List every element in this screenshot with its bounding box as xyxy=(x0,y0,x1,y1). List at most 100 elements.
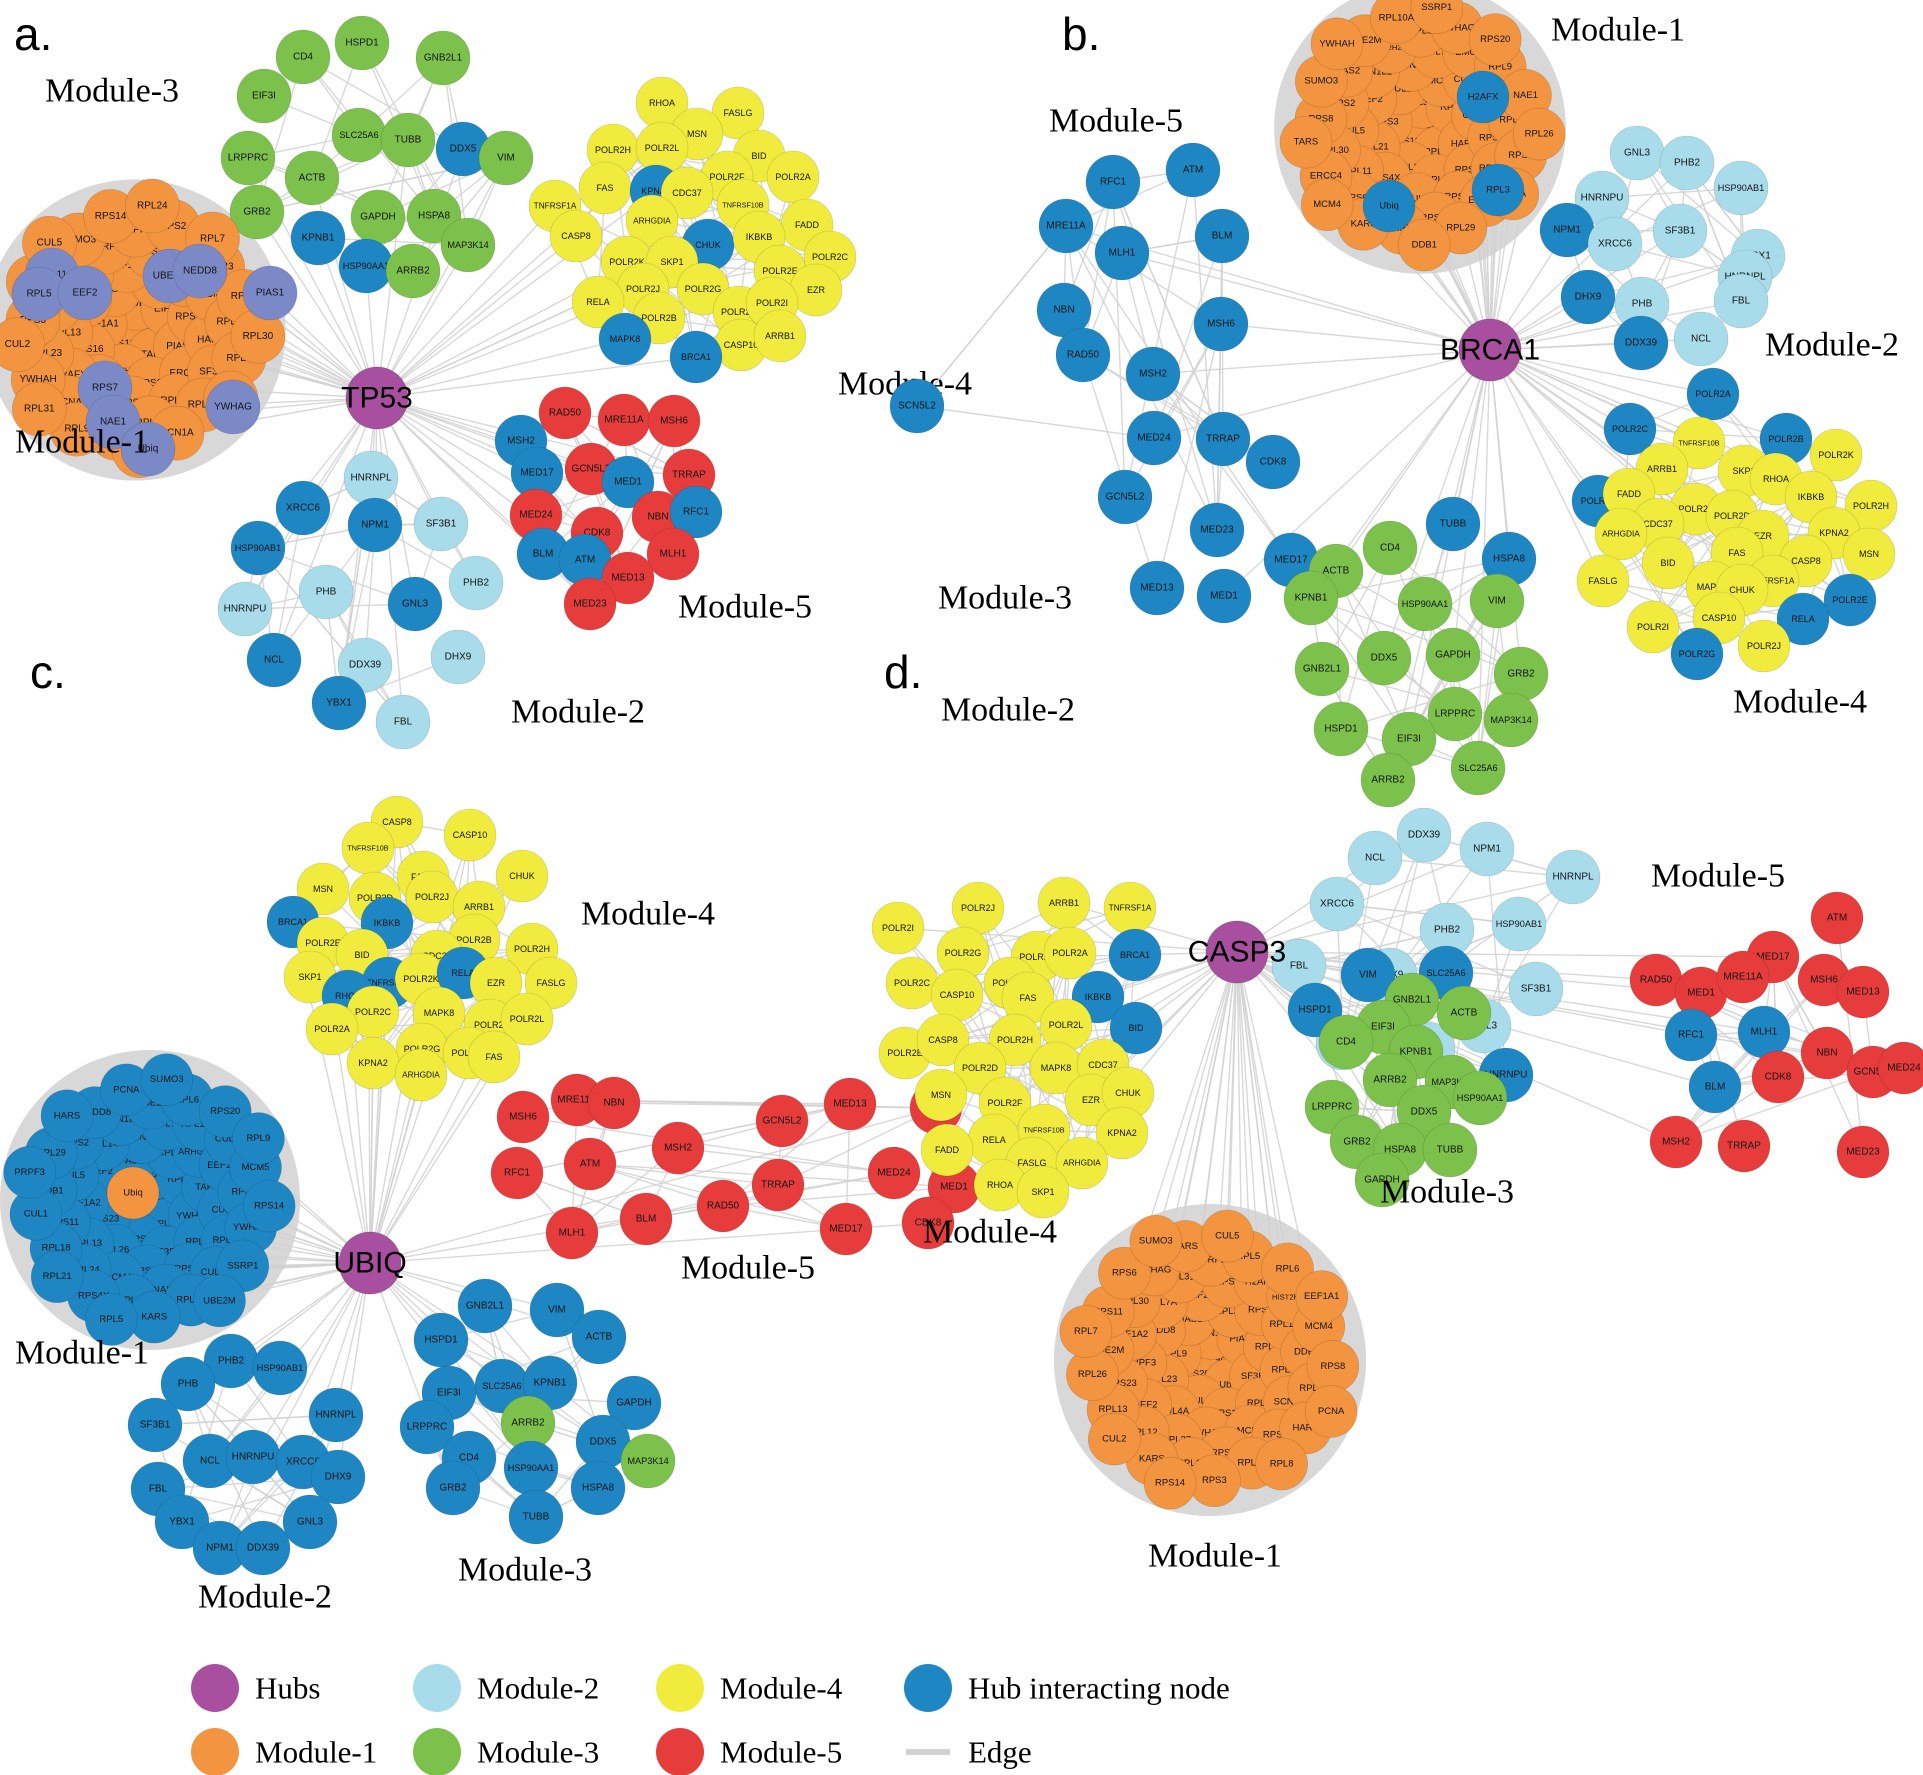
network-node xyxy=(1279,115,1333,169)
node-label: HSP90AA1 xyxy=(508,1463,554,1473)
node-label: RFC1 xyxy=(504,1168,531,1179)
network-node xyxy=(766,150,820,204)
node-label: MLH1 xyxy=(559,1228,586,1239)
node-label: RPL5 xyxy=(1424,174,1448,185)
node-label: RPL11 xyxy=(118,1295,146,1306)
node-label: POLR2C xyxy=(355,1007,392,1017)
module-label: Module-5 xyxy=(678,589,812,626)
network-node xyxy=(415,30,471,86)
node-label: MED23 xyxy=(1200,525,1234,536)
network-node xyxy=(1396,807,1452,863)
node-label: SUMO3 xyxy=(1139,1236,1173,1247)
node-label: KARS xyxy=(1351,219,1377,230)
node-label: POLR2K xyxy=(1019,952,1055,962)
node-label: RPL30 xyxy=(158,1147,187,1158)
node-label: RPL5 xyxy=(26,289,51,300)
node-label: RHOA xyxy=(987,1180,1013,1190)
node-label: EEF2 xyxy=(89,1166,113,1177)
legend-swatch-module-4 xyxy=(656,1664,704,1712)
node-label: DHX9 xyxy=(1575,292,1602,303)
network-node xyxy=(1613,315,1669,371)
node-label: RPS7 xyxy=(1508,150,1533,161)
legend-swatch-hub-interacting-node xyxy=(904,1664,952,1712)
node-label: NPM1 xyxy=(206,1543,234,1554)
module-label: Module-1 xyxy=(1551,12,1685,49)
node-label: ARRB2 xyxy=(1371,775,1405,786)
node-label: Ubiq xyxy=(1219,1379,1239,1390)
network-node xyxy=(647,394,701,448)
node-label: RPS23 xyxy=(89,1213,119,1224)
node-label: KPNA2 xyxy=(1819,528,1849,538)
network-node xyxy=(30,1250,84,1303)
node-label: MED17 xyxy=(1756,952,1790,963)
node-label: BLM xyxy=(1212,231,1233,242)
network-node xyxy=(399,1399,455,1455)
node-label: NCL xyxy=(1691,334,1711,345)
node-label: RPS4X xyxy=(98,284,131,295)
node-label: POLR2E xyxy=(762,266,798,276)
node-label: MLH1 xyxy=(660,549,687,560)
panel-letter: a. xyxy=(14,8,52,60)
node-label: HSPA8 xyxy=(582,1483,614,1494)
network-node xyxy=(229,184,285,240)
node-label: ACTB xyxy=(1451,1008,1478,1019)
node-label: RPS8 xyxy=(1309,113,1334,124)
node-label: TNFRSF10B xyxy=(1678,439,1719,448)
network-node xyxy=(120,421,176,477)
node-label: YWHAH xyxy=(19,374,56,385)
node-label: RPL8 xyxy=(226,353,251,364)
node-label: CDC37 xyxy=(1643,519,1673,529)
edge xyxy=(916,225,1067,407)
network-node xyxy=(571,275,625,329)
node-label: SSRP1 xyxy=(1421,2,1452,13)
node-label: SLC25A6 xyxy=(1426,968,1465,978)
network-node xyxy=(500,992,554,1046)
network-node xyxy=(1810,891,1864,945)
network-node xyxy=(1842,527,1896,581)
node-label: RPL13 xyxy=(1099,1404,1128,1415)
network-node xyxy=(242,1179,296,1233)
edge xyxy=(1065,225,1222,325)
node-label: CDK8 xyxy=(915,1218,942,1229)
network-node xyxy=(1295,1270,1349,1323)
node-label: GCN1L1 xyxy=(103,1114,140,1125)
network-node xyxy=(1354,1152,1410,1208)
node-label: ARHGDIA xyxy=(402,1071,440,1080)
node-label: ACTB xyxy=(586,1332,613,1343)
node-label: RPL27 xyxy=(1162,1434,1191,1445)
node-label: HSPA8 xyxy=(1384,1145,1416,1156)
node-label: MSH2 xyxy=(1662,1137,1690,1148)
node-label: ARHGDIA xyxy=(1602,530,1640,539)
node-label: SKP1 xyxy=(1031,1187,1054,1197)
node-label: RPL24 xyxy=(137,200,168,211)
node-label: RPL21 xyxy=(43,1271,72,1282)
node-label: RAD50 xyxy=(707,1201,740,1212)
node-label: RPL12 xyxy=(1129,1427,1158,1438)
node-label: GAPDH xyxy=(1364,1175,1400,1186)
node-label: MRE11A xyxy=(604,415,644,426)
nodes: CASP8 CASP10 TNFRSF10B FADD CHUK MSN POLR2D POL… xyxy=(3,795,981,1576)
node-label: POLR2L xyxy=(1581,496,1616,506)
network-node xyxy=(160,1356,216,1412)
network-node xyxy=(1196,568,1252,624)
network-node xyxy=(1672,416,1726,470)
network-node xyxy=(246,632,302,688)
node-label: EEF2 xyxy=(72,288,97,299)
node-label: ARRB2 xyxy=(511,1418,545,1429)
edge xyxy=(1489,349,1787,440)
node-label: RPL10A xyxy=(181,1119,217,1130)
legend-label: Hubs xyxy=(255,1671,320,1706)
node-label: RPS2 xyxy=(1248,1304,1273,1315)
network-node xyxy=(440,217,496,273)
node-label: POLR2J xyxy=(626,284,660,294)
network-node xyxy=(490,1146,544,1200)
network-node xyxy=(275,480,331,536)
network-node xyxy=(1836,1125,1890,1179)
node-label: RFC1 xyxy=(1100,177,1127,188)
node-label: IKBKB xyxy=(1798,492,1825,502)
legend-label: Module-3 xyxy=(477,1735,599,1770)
node-label: CHUK xyxy=(509,871,535,881)
network-node xyxy=(235,1520,291,1576)
edge xyxy=(522,1116,895,1174)
